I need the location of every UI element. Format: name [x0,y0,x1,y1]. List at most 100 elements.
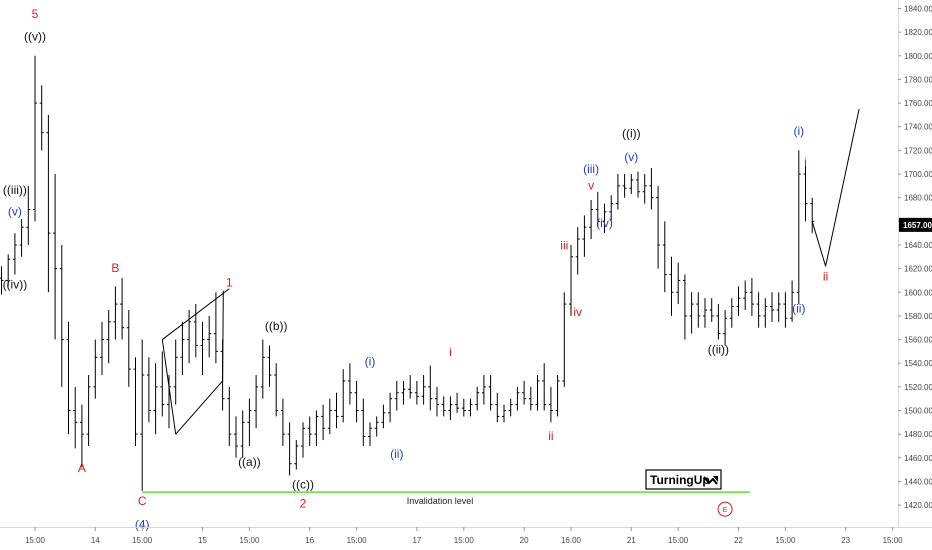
ohlc-bar [93,339,98,399]
wave-label: (i) [793,124,804,138]
price-tick-label: 1680.00 [904,194,932,203]
ohlc-bar [408,375,413,399]
ohlc-bar [696,292,701,328]
invalidation-level: Invalidation level [142,491,750,506]
price-tick-label: 1480.00 [904,430,932,439]
wave-label: (iii) [583,162,599,176]
ohlc-bar [682,274,687,340]
ohlc-bar [361,398,366,446]
ohlc-bar [53,174,58,340]
ohlc-bar [334,392,339,429]
ohlc-bar [260,339,265,399]
ohlc-bar [394,380,399,411]
ohlc-bar [502,404,506,423]
ohlc-bar [180,321,185,376]
ohlc-bar [595,191,600,228]
ohlc-bar [46,114,51,293]
time-tick-label: 15:00 [454,536,475,545]
ohlc-bar [153,363,158,435]
ohlc-bar [582,215,587,257]
wave-label: (ii) [792,301,805,315]
ohlc-bar [776,292,781,322]
ohlc-bar [770,292,774,322]
ohlc-bar [455,392,460,413]
ohlc-bar [254,375,259,429]
ohlc-bar [307,416,312,446]
ohlc-bar [66,321,71,435]
ohlc-bar [528,386,533,411]
ohlc-bar [589,200,594,240]
ohlc-bar [381,404,386,429]
price-tick-label: 1560.00 [904,336,932,345]
logo-box [645,469,722,490]
ohlc-bar [448,396,453,420]
ohlc-bar [575,227,580,275]
wave-label: ((iv)) [3,278,28,292]
ohlc-bar [193,304,198,358]
ohlc-bar [609,195,614,222]
time-tick-label: 23 [841,536,850,545]
ohlc-bar [703,298,707,328]
ohlc-bar [716,304,721,340]
logo-text: TurningUp [650,473,710,487]
ohlc-bar [475,386,480,411]
price-tick-label: 1820.00 [904,28,932,37]
ohlc-bar [743,280,748,310]
price-tick-label: 1780.00 [904,75,932,84]
wave-label: ((i)) [622,126,641,140]
ohlc-bar [796,150,801,305]
time-tick-label: 14 [91,536,100,545]
ohlc-bar [622,174,627,198]
ohlc-bar [495,392,500,423]
wave-label: 1 [226,275,233,289]
circled-marker [717,501,733,517]
ohlc-bar [435,386,439,417]
ohlc-bar [522,380,527,405]
ohlc-bar [133,357,138,446]
ohlc-bar [642,174,647,204]
ohlc-bar [636,171,640,198]
price-tick-label: 1740.00 [904,123,932,132]
ohlc-bar [6,254,11,287]
ohlc-bar [649,168,654,210]
wave-label: iii [560,239,568,253]
ohlc-bar [368,422,372,446]
ohlc-bar [0,266,4,295]
wave-label: (v) [8,204,22,218]
wave-label: ((c)) [292,478,314,492]
price-tick-label: 1420.00 [904,501,932,510]
ohlc-bar [401,380,406,405]
wave-label: v [588,178,594,192]
diagonal-trendline [161,288,230,340]
ohlc-bar [327,398,332,435]
ohlc-bar [488,375,493,411]
ohlc-bar [280,398,285,446]
ohlc-bar [33,55,37,222]
ohlc-bar [200,321,205,376]
ohlc-bar [723,310,728,346]
ohlc-bar [19,218,24,257]
wave-label: ii [823,269,828,283]
diagonal-edge [222,290,224,381]
ohlc-bar [86,375,91,446]
wave-label: 5 [32,7,39,21]
ohlc-bar [167,375,171,429]
time-tick-label: 21 [627,536,636,545]
ohlc-bar [790,280,795,322]
time-tick-label: 15 [198,536,207,545]
ohlc-bar [669,256,674,316]
ohlc-bar [160,351,165,417]
ohlc-bar [421,375,426,405]
wave-label: ((v)) [24,29,46,43]
wave-label: ((iii)) [3,183,27,197]
time-tick-label: 15:00 [668,536,689,545]
wave-label: i [449,345,452,359]
wave-label: iv [573,305,582,319]
time-tick-label: 15:00 [132,536,153,545]
ohlc-bar [247,398,252,446]
ohlc-bar [240,410,245,458]
invalidation-label: Invalidation level [407,496,474,506]
ohlc-bar [615,174,620,210]
ohlc-bar [106,310,111,364]
price-tick-label: 1580.00 [904,312,932,321]
